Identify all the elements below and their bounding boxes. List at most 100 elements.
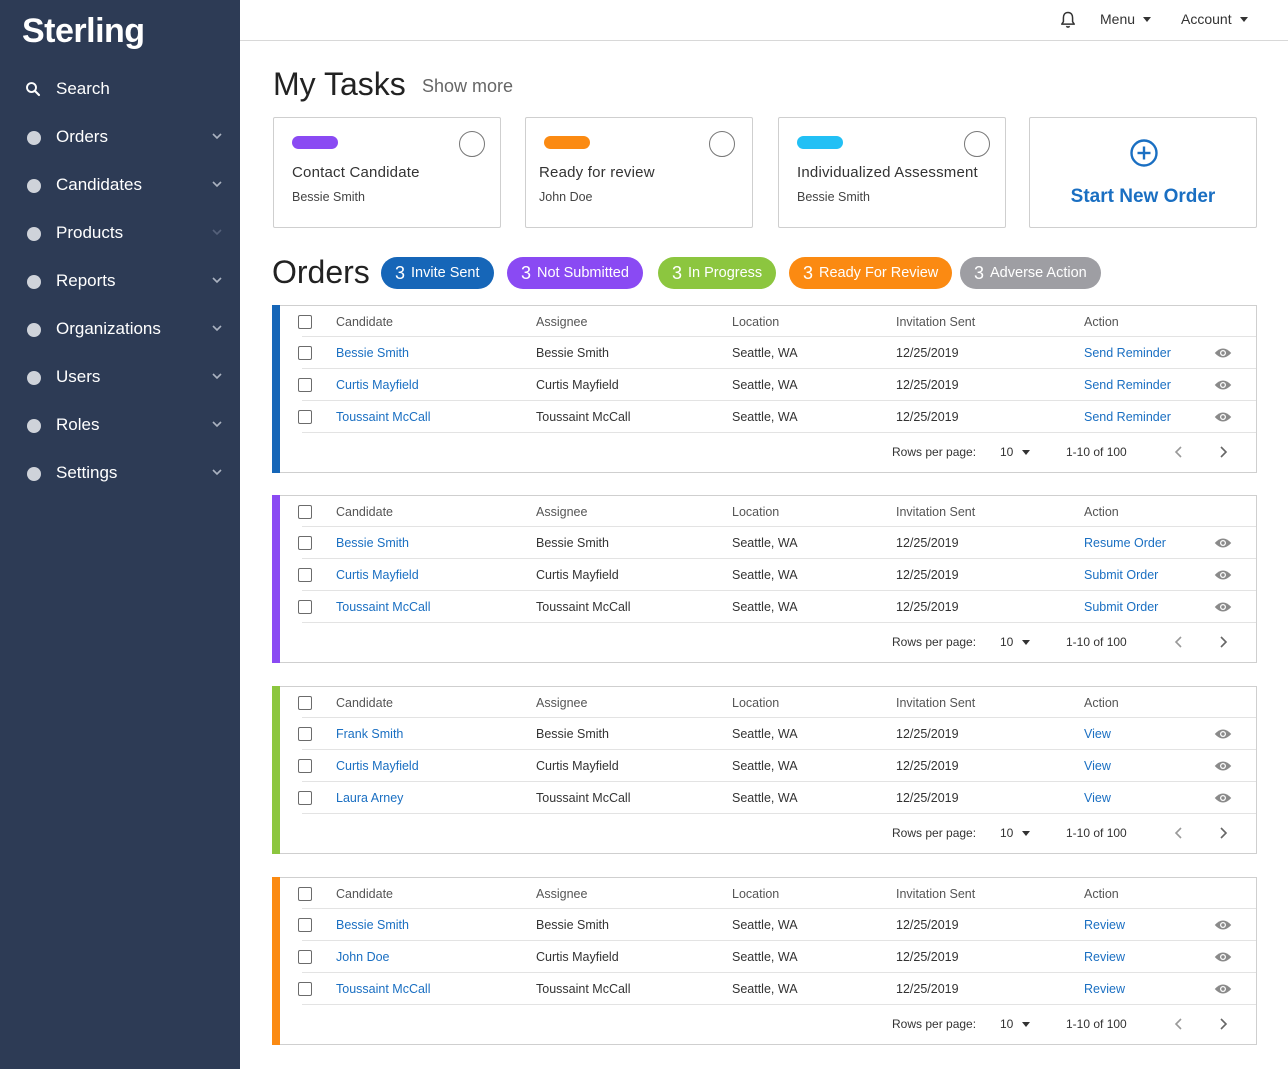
column-header-location[interactable]: Location — [732, 505, 780, 519]
row-checkbox[interactable] — [298, 410, 312, 424]
view-eye-icon[interactable] — [1214, 378, 1232, 392]
candidate-link[interactable]: Frank Smith — [336, 727, 404, 741]
row-checkbox[interactable] — [298, 600, 312, 614]
select-all-checkbox[interactable] — [298, 315, 312, 329]
task-complete-radio[interactable] — [709, 131, 735, 157]
column-header-candidate[interactable]: Candidate — [336, 315, 393, 329]
action-link[interactable]: Send Reminder — [1084, 378, 1171, 392]
candidate-link[interactable]: Bessie Smith — [336, 346, 409, 360]
select-all-checkbox[interactable] — [298, 696, 312, 710]
chevron-left-icon[interactable] — [1172, 634, 1186, 650]
filter-badge-ready-for-review[interactable]: 3 Ready For Review — [789, 257, 953, 289]
column-header-invitation-sent[interactable]: Invitation Sent — [896, 887, 976, 901]
filter-badge-adverse-action[interactable]: 3 Adverse Action — [960, 257, 1101, 289]
rows-per-page-select[interactable]: 10 — [1000, 1017, 1031, 1031]
column-header-assignee[interactable]: Assignee — [536, 887, 588, 901]
start-new-order-card[interactable]: Start New Order — [1029, 117, 1257, 228]
sidebar-item-organizations[interactable]: Organizations — [0, 309, 240, 349]
row-checkbox[interactable] — [298, 727, 312, 741]
view-eye-icon[interactable] — [1214, 568, 1232, 582]
action-link[interactable]: Review — [1084, 982, 1125, 996]
chevron-right-icon[interactable] — [1216, 634, 1230, 650]
action-link[interactable]: Resume Order — [1084, 536, 1166, 550]
sidebar-item-orders[interactable]: Orders — [0, 117, 240, 157]
column-header-candidate[interactable]: Candidate — [336, 505, 393, 519]
row-checkbox[interactable] — [298, 950, 312, 964]
row-checkbox[interactable] — [298, 568, 312, 582]
row-checkbox[interactable] — [298, 536, 312, 550]
rows-per-page-select[interactable]: 10 — [1000, 826, 1031, 840]
row-checkbox[interactable] — [298, 346, 312, 360]
sidebar-item-reports[interactable]: Reports — [0, 261, 240, 301]
account-dropdown[interactable]: Account — [1181, 11, 1248, 27]
row-checkbox[interactable] — [298, 791, 312, 805]
sidebar-item-users[interactable]: Users — [0, 357, 240, 397]
column-header-invitation-sent[interactable]: Invitation Sent — [896, 696, 976, 710]
action-link[interactable]: Submit Order — [1084, 568, 1159, 582]
column-header-assignee[interactable]: Assignee — [536, 696, 588, 710]
action-link[interactable]: Send Reminder — [1084, 346, 1171, 360]
filter-badge-in-progress[interactable]: 3 In Progress — [658, 257, 777, 289]
column-header-assignee[interactable]: Assignee — [536, 505, 588, 519]
chevron-right-icon[interactable] — [1216, 825, 1230, 841]
column-header-candidate[interactable]: Candidate — [336, 696, 393, 710]
view-eye-icon[interactable] — [1214, 536, 1232, 550]
action-link[interactable]: View — [1084, 759, 1111, 773]
action-link[interactable]: Review — [1084, 950, 1125, 964]
task-card[interactable]: Contact Candidate Bessie Smith — [273, 117, 501, 228]
select-all-checkbox[interactable] — [298, 505, 312, 519]
show-more-link[interactable]: Show more — [422, 76, 514, 96]
action-link[interactable]: Review — [1084, 918, 1125, 932]
rows-per-page-select[interactable]: 10 — [1000, 445, 1031, 459]
rows-per-page-select[interactable]: 10 — [1000, 635, 1031, 649]
task-card[interactable]: Individualized Assessment Bessie Smith — [778, 117, 1006, 228]
view-eye-icon[interactable] — [1214, 982, 1232, 996]
chevron-left-icon[interactable] — [1172, 1016, 1186, 1032]
sidebar-item-candidates[interactable]: Candidates — [0, 165, 240, 205]
candidate-link[interactable]: Curtis Mayfield — [336, 759, 419, 773]
chevron-right-icon[interactable] — [1216, 1016, 1230, 1032]
filter-badge-not-submitted[interactable]: 3 Not Submitted — [507, 257, 643, 289]
candidate-link[interactable]: Curtis Mayfield — [336, 568, 419, 582]
column-header-invitation-sent[interactable]: Invitation Sent — [896, 505, 976, 519]
menu-dropdown[interactable]: Menu — [1100, 11, 1152, 27]
column-header-location[interactable]: Location — [732, 696, 780, 710]
action-link[interactable]: Submit Order — [1084, 600, 1159, 614]
view-eye-icon[interactable] — [1214, 950, 1232, 964]
view-eye-icon[interactable] — [1214, 918, 1232, 932]
task-card[interactable]: Ready for review John Doe — [525, 117, 753, 228]
sidebar-item-settings[interactable]: Settings — [0, 453, 240, 493]
candidate-link[interactable]: Toussaint McCall — [336, 410, 431, 424]
view-eye-icon[interactable] — [1214, 759, 1232, 773]
candidate-link[interactable]: Laura Arney — [336, 791, 404, 805]
chevron-right-icon[interactable] — [1216, 444, 1230, 460]
candidate-link[interactable]: Toussaint McCall — [336, 982, 431, 996]
row-checkbox[interactable] — [298, 759, 312, 773]
candidate-link[interactable]: Curtis Mayfield — [336, 378, 419, 392]
view-eye-icon[interactable] — [1214, 791, 1232, 805]
sterling-logo[interactable]: Sterling — [22, 12, 145, 50]
select-all-checkbox[interactable] — [298, 887, 312, 901]
row-checkbox[interactable] — [298, 982, 312, 996]
row-checkbox[interactable] — [298, 378, 312, 392]
view-eye-icon[interactable] — [1214, 410, 1232, 424]
candidate-link[interactable]: Toussaint McCall — [336, 600, 431, 614]
sidebar-item-roles[interactable]: Roles — [0, 405, 240, 445]
column-header-assignee[interactable]: Assignee — [536, 315, 588, 329]
column-header-candidate[interactable]: Candidate — [336, 887, 393, 901]
action-link[interactable]: View — [1084, 727, 1111, 741]
chevron-left-icon[interactable] — [1172, 825, 1186, 841]
chevron-left-icon[interactable] — [1172, 444, 1186, 460]
candidate-link[interactable]: John Doe — [336, 950, 390, 964]
filter-badge-invite-sent[interactable]: 3 Invite Sent — [381, 257, 494, 289]
action-link[interactable]: View — [1084, 791, 1111, 805]
task-complete-radio[interactable] — [459, 131, 485, 157]
column-header-location[interactable]: Location — [732, 887, 780, 901]
view-eye-icon[interactable] — [1214, 346, 1232, 360]
row-checkbox[interactable] — [298, 918, 312, 932]
candidate-link[interactable]: Bessie Smith — [336, 536, 409, 550]
view-eye-icon[interactable] — [1214, 600, 1232, 614]
task-complete-radio[interactable] — [964, 131, 990, 157]
sidebar-item-search[interactable]: Search — [0, 69, 240, 109]
sidebar-item-products[interactable]: Products — [0, 213, 240, 253]
